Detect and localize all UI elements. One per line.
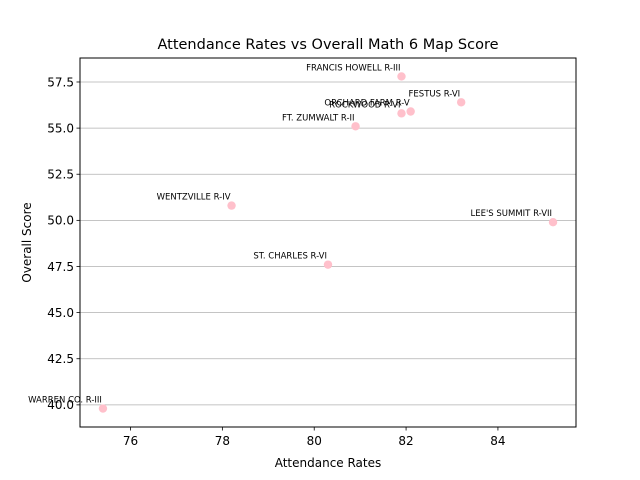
data-points [98, 72, 558, 413]
point-label: FRANCIS HOWELL R-III [306, 63, 400, 73]
point-label: ORCHARD FARM R-V [324, 99, 409, 109]
point-label: ST. CHARLES R-VI [253, 252, 327, 262]
y-tick-label: 55.0 [47, 121, 74, 135]
point-label: FESTUS R-VI [409, 89, 461, 99]
y-tick-label: 42.5 [47, 352, 74, 366]
y-tick-label: 45.0 [47, 306, 74, 320]
y-axis-label: Overall Score [20, 202, 34, 282]
point-label: ROCKWOOD R-VI [329, 100, 400, 110]
y-tick-label: 50.0 [47, 214, 74, 228]
point-label: FT. ZUMWALT R-II [282, 113, 355, 123]
data-point [98, 404, 108, 413]
data-point [351, 122, 360, 131]
data-point [456, 98, 466, 107]
y-axis-ticks: 40.0 42.5 45.0 47.5 50.0 52.5 55.0 57.5 [47, 75, 80, 412]
point-label: WENTZVILLE R-IV [157, 193, 231, 203]
data-point [397, 72, 406, 81]
x-tick-label: 78 [215, 434, 230, 448]
x-axis-ticks: 76 78 80 82 84 [123, 427, 506, 448]
data-point [397, 109, 406, 118]
y-tick-label: 40.0 [47, 398, 74, 412]
data-point [227, 201, 236, 210]
y-tick-label: 57.5 [47, 75, 74, 89]
data-point [323, 260, 333, 269]
x-axis-label: Attendance Rates [275, 456, 382, 470]
chart-title: Attendance Rates vs Overall Math 6 Map S… [157, 37, 498, 53]
grid-lines [80, 81, 576, 406]
data-point [406, 107, 415, 116]
x-tick-label: 80 [307, 434, 322, 448]
x-tick-label: 76 [123, 434, 138, 448]
x-tick-label: 82 [398, 434, 413, 448]
x-tick-label: 84 [490, 434, 505, 448]
plot-frame [79, 57, 577, 428]
point-label: WARREN CO. R-III [28, 396, 102, 406]
point-label: LEE'S SUMMIT R-VII [470, 209, 552, 219]
data-point [548, 218, 558, 227]
y-tick-label: 52.5 [47, 168, 74, 182]
y-tick-label: 47.5 [47, 260, 74, 274]
